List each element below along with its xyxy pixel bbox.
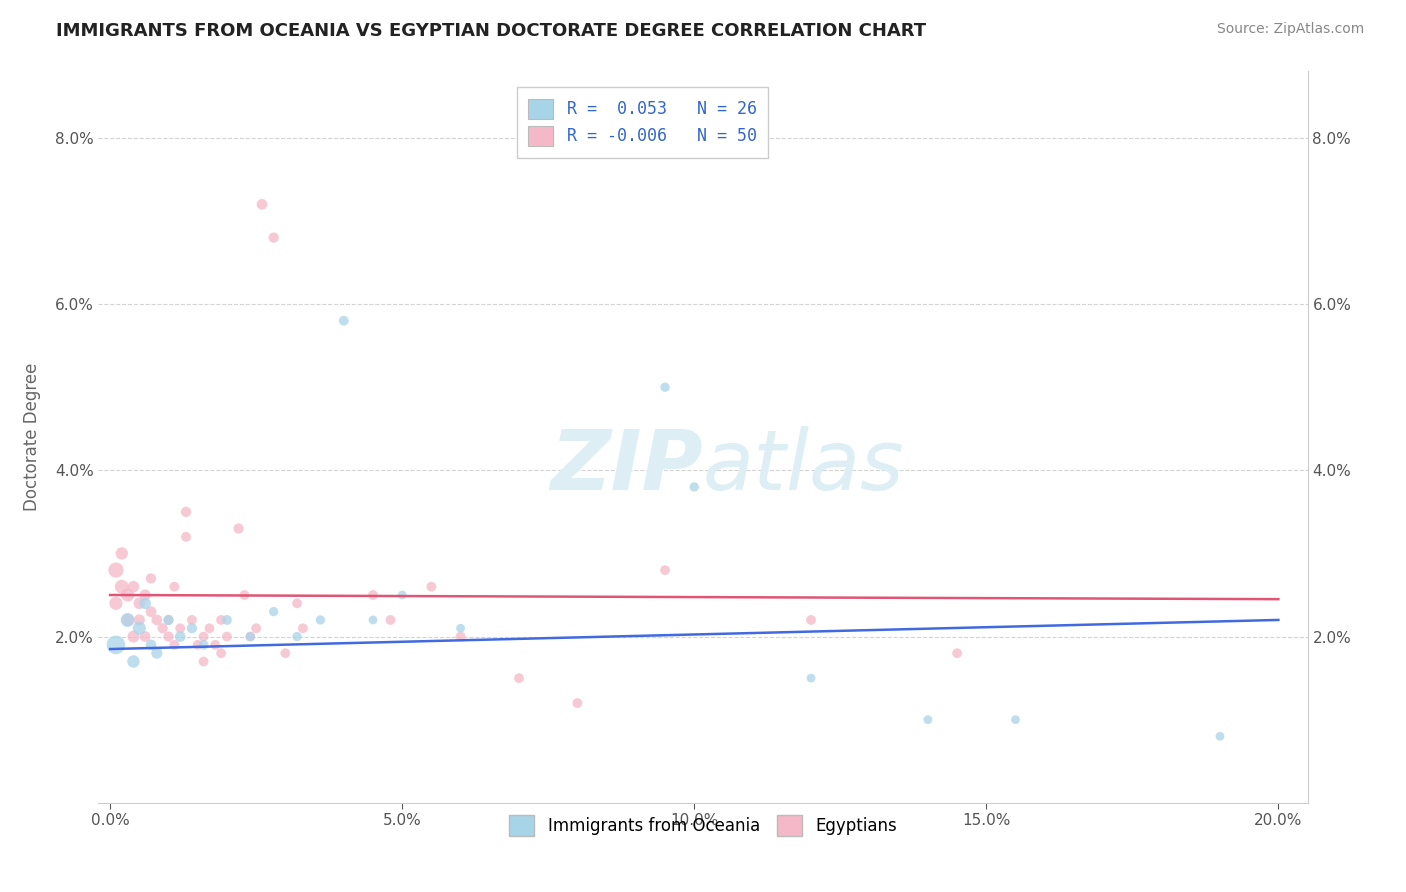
Point xyxy=(193,638,215,652)
Point xyxy=(104,638,127,652)
Point xyxy=(233,588,256,602)
Point xyxy=(139,571,162,585)
Point xyxy=(128,613,150,627)
Point xyxy=(291,621,314,635)
Point xyxy=(332,314,354,328)
Point xyxy=(122,630,145,644)
Point xyxy=(169,621,191,635)
Point xyxy=(946,646,969,660)
Legend: Immigrants from Oceania, Egyptians: Immigrants from Oceania, Egyptians xyxy=(499,805,907,846)
Point xyxy=(174,530,197,544)
Point xyxy=(122,655,145,669)
Point xyxy=(122,580,145,594)
Point xyxy=(361,613,384,627)
Point xyxy=(228,521,250,535)
Point xyxy=(157,613,180,627)
Point xyxy=(146,613,169,627)
Text: Source: ZipAtlas.com: Source: ZipAtlas.com xyxy=(1216,22,1364,37)
Text: ZIP: ZIP xyxy=(550,425,703,507)
Point xyxy=(128,596,150,610)
Point xyxy=(800,613,823,627)
Point xyxy=(215,613,238,627)
Point xyxy=(134,596,156,610)
Point xyxy=(111,546,134,560)
Point xyxy=(174,505,197,519)
Point xyxy=(157,630,180,644)
Point xyxy=(285,630,308,644)
Point xyxy=(117,588,139,602)
Point xyxy=(128,621,150,635)
Point xyxy=(209,613,232,627)
Point xyxy=(117,613,139,627)
Point xyxy=(104,596,127,610)
Point xyxy=(567,696,589,710)
Point xyxy=(163,580,186,594)
Point xyxy=(204,638,226,652)
Point xyxy=(450,630,472,644)
Point xyxy=(239,630,262,644)
Point xyxy=(157,613,180,627)
Point xyxy=(193,655,215,669)
Point xyxy=(215,630,238,644)
Point xyxy=(263,605,285,619)
Point xyxy=(309,613,332,627)
Point xyxy=(104,563,127,577)
Point xyxy=(245,621,267,635)
Point xyxy=(152,621,174,635)
Point xyxy=(198,621,221,635)
Point xyxy=(380,613,402,627)
Point xyxy=(1004,713,1026,727)
Point xyxy=(683,480,706,494)
Point xyxy=(163,638,186,652)
Point xyxy=(239,630,262,644)
Point xyxy=(1209,729,1232,743)
Point xyxy=(134,588,156,602)
Point xyxy=(285,596,308,610)
Y-axis label: Doctorate Degree: Doctorate Degree xyxy=(22,363,41,511)
Point xyxy=(180,613,202,627)
Point xyxy=(654,563,676,577)
Point xyxy=(169,630,191,644)
Point xyxy=(450,621,472,635)
Point xyxy=(117,613,139,627)
Point xyxy=(139,605,162,619)
Text: IMMIGRANTS FROM OCEANIA VS EGYPTIAN DOCTORATE DEGREE CORRELATION CHART: IMMIGRANTS FROM OCEANIA VS EGYPTIAN DOCT… xyxy=(56,22,927,40)
Point xyxy=(420,580,443,594)
Point xyxy=(193,630,215,644)
Point xyxy=(917,713,939,727)
Text: atlas: atlas xyxy=(703,425,904,507)
Point xyxy=(263,230,285,244)
Point xyxy=(654,380,676,394)
Point xyxy=(134,630,156,644)
Point xyxy=(361,588,384,602)
Point xyxy=(139,638,162,652)
Point xyxy=(508,671,530,685)
Point xyxy=(209,646,232,660)
Point xyxy=(250,197,273,211)
Point xyxy=(800,671,823,685)
Point xyxy=(391,588,413,602)
Point xyxy=(274,646,297,660)
Point xyxy=(146,646,169,660)
Point xyxy=(180,621,202,635)
Point xyxy=(187,638,209,652)
Point xyxy=(111,580,134,594)
